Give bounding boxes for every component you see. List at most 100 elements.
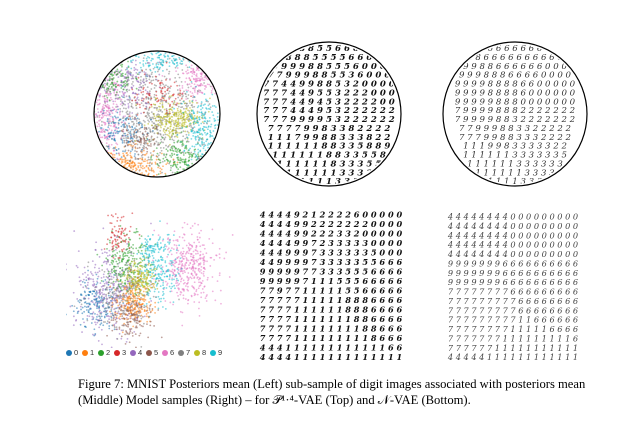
- digit-row: 9 9 9 9 8 8 8 8 6 0 0 0 0 0 0: [455, 88, 576, 98]
- digit-row: 7 7 7 7 7 7 7 7 7 6 6 6 6 6 6 6 6: [448, 305, 578, 315]
- legend-label: 4: [138, 348, 143, 357]
- legend-dot: [210, 349, 216, 356]
- legend-label: 8: [202, 348, 207, 357]
- figure-caption: Figure 7: MNIST Posteriors mean (Left) s…: [78, 376, 618, 408]
- digit-row: 4 4 4 4 4 1 1 1 1 1 1 1 1 1 1 1 1: [447, 352, 578, 362]
- digit-row: 1 1 1 9 9 8 3 3 3 3 3 2 2: [463, 142, 567, 152]
- digit-legend: 0 1 2 3 4 5 6 7 8 9: [66, 348, 236, 362]
- digit-row: 7 7 7 7 7 7 7 7 7 1 1 6 6 6 6 6 6: [448, 315, 578, 325]
- digit-row: 7 7 4 4 9 9 8 8 5 3 2 0 0 0 0: [263, 80, 395, 90]
- digit-row: 9 9 9 9 9 9 9 6 6 6 6 6 6 6 6 6 6: [448, 258, 578, 268]
- digit-row: 1 1 1 7 9 9 8 8 3 3 3 8 2 2: [268, 133, 391, 143]
- digit-row: 7 7 7 7 1 1 1 1 1 1 1 1 8 8 6 6 6: [260, 324, 403, 334]
- digit-row: 4 4 4 4 1 1 1 1 1 1 1 1 1 1 1 1 1: [260, 352, 402, 362]
- legend-item-1: 1: [82, 348, 94, 357]
- digit-row: 7 7 7 7 1 1 1 1 1 1 8 8 8 6 6 6 6: [260, 305, 403, 315]
- legend-label: 5: [154, 348, 159, 357]
- digit-row: 1 1 1 1 1 1 8 8 3 3 5 5 8: [272, 151, 386, 161]
- digit-row: 1 1 1 1 1 1 8 3 3 3 5 5: [277, 159, 382, 169]
- digit-row: 1 1 1 1 1 1 3 3 3 3 3 3: [467, 159, 563, 169]
- digit-row: 4 4 4 4 4 4 4 4 0 0 0 0 0 0 0 0 0: [447, 221, 578, 231]
- digit-row: 4 4 9 9 9 9 7 3 3 3 3 3 5 5 6 6 6: [260, 257, 403, 267]
- digit-row: 7 7 7 9 9 8 8 3 3 3 2 2 2 2: [459, 133, 571, 143]
- digit-row: 1 1 1 1 1 1 3 3 3 3: [286, 168, 373, 178]
- digit-row: 7 7 7 7 7 7 1 1 1 1 1 1 1 1 1 1 1: [448, 343, 578, 353]
- digit-row: 4 4 4 1 1 1 1 1 1 1 1 1 1 1 1 6 6: [260, 343, 403, 353]
- legend-item-7: 7: [178, 348, 190, 357]
- legend-dot: [162, 349, 168, 356]
- digit-row: 1 1 1 1 1 1 8 8 3 3 5 8 8 9: [268, 142, 391, 152]
- digit-row: 4 4 4 4 9 9 2 2 2 2 2 2 2 0 0 0 0: [260, 219, 403, 229]
- legend-label: 9: [218, 348, 223, 357]
- digit-row: 7 7 9 9 9 8 8 3 3 2 2 2 2 2: [459, 124, 571, 134]
- digit-row: 7 9 9 9 9 8 8 8 2 2 2 2 2 2 2: [455, 106, 575, 116]
- digit-row: 7 8 8 8 5 5 5 5 6 6 0 0: [277, 53, 382, 63]
- digit-row: 7 7 7 7 7 7 7 7 7 6 6 6 6 6 6 6 6: [448, 296, 578, 306]
- legend-item-5: 5: [146, 348, 158, 357]
- digit-row: 7 9 9 9 9 8 8 3 2 2 2 2 2 2 2: [455, 115, 575, 125]
- legend-dot: [82, 349, 88, 356]
- top-left-posterior-scatter: [92, 34, 222, 196]
- digit-row: 4 4 4 4 9 2 1 2 2 2 2 6 0 0 0 0 0: [260, 210, 403, 220]
- digit-row: 7 7 7 7 1 1 1 1 1 1 1 1 1 8 6 6 6: [260, 333, 403, 343]
- digit-row: 8 8 8 5 5 6 6 6 6: [290, 44, 368, 54]
- legend-label: 6: [170, 348, 175, 357]
- digit-row: 7 7 9 7 7 1 1 1 1 1 5 5 6 6 6 6 6: [260, 286, 403, 296]
- disk-boundary: [93, 50, 221, 178]
- legend-item-8: 8: [194, 348, 206, 357]
- digit-row: 9 9 9 9 8 8 5 5 5 6 0 0 0: [272, 62, 386, 72]
- legend-label: 3: [122, 348, 127, 357]
- digit-row: 9 9 9 9 9 9 9 6 6 6 6 6 6 6 6 6 6: [448, 268, 578, 278]
- legend-dot: [146, 349, 152, 356]
- bottom-left-posterior-scatter: [66, 208, 236, 348]
- digit-row: 7 7 7 7 7 7 7 7 1 1 1 1 1 6 6 6 6: [448, 324, 578, 334]
- digit-row: 9 9 9 9 9 7 7 3 3 3 5 5 5 6 6 6 6: [260, 267, 403, 277]
- digit-row: 4 4 4 4 4 4 4 4 0 0 0 0 0 0 0 0 0: [447, 249, 578, 259]
- legend-label: 7: [186, 348, 191, 357]
- digit-row: 7 7 7 4 4 9 5 5 3 2 2 2 0 0 0: [263, 88, 395, 98]
- digit-row: 4 4 4 4 9 9 2 2 2 3 3 2 0 0 0 0 0: [260, 229, 403, 239]
- legend-label: 0: [74, 348, 79, 357]
- digit-row: 7 7 7 4 4 4 9 5 3 2 2 2 2 2 2: [263, 106, 395, 116]
- legend-item-2: 2: [98, 348, 110, 357]
- digit-row: 8 8 6 6 6 6 6 6 6 6 6 6: [467, 53, 563, 63]
- digit-row: 7 7 7 7 9 9 8 3 3 8 2 2 2 2: [268, 124, 391, 134]
- disk-boundary: [442, 41, 588, 187]
- disk-boundary: [256, 41, 402, 187]
- legend-item-0: 0: [66, 348, 78, 357]
- digit-row: 7 7 7 7 7 1 1 1 1 1 8 8 8 6 6 6 6: [260, 295, 403, 305]
- digit-row: 7 7 7 9 9 9 9 5 3 2 2 2 2 2 2: [263, 115, 395, 125]
- digit-row: 7 7 7 7 7 7 7 7 6 6 6 6 6 6 6 6 6: [448, 287, 578, 297]
- digit-row: 7 7 7 7 7 7 7 1 1 1 1 1 1 1 1 1 6: [448, 333, 578, 343]
- digit-row: 9 9 9 9 8 8 8 8 6 6 0 0 0 0 0: [455, 80, 576, 90]
- legend-item-3: 3: [114, 348, 126, 357]
- digit-row: 7 7 7 4 4 9 4 5 3 2 2 2 2 0 0: [263, 97, 395, 107]
- digit-row: 1 1 1 1 3 3 3: [488, 177, 543, 187]
- digit-row: 1 1 1 1 1 1 3 3 3 3: [475, 168, 555, 178]
- legend-item-4: 4: [130, 348, 142, 357]
- digit-row: 1 1 1 1 1 1 3 3 3 3 3 3 5: [463, 151, 567, 161]
- digit-row: 4 4 4 4 9 9 7 2 3 3 3 3 3 0 0 0 0: [260, 238, 403, 248]
- digit-row: 4 4 4 4 4 4 4 4 0 0 0 0 0 0 0 0 0: [447, 230, 578, 240]
- digit-row: 7 7 9 9 9 8 8 5 5 3 6 0 0 0: [268, 71, 391, 81]
- digit-row: 7 7 7 7 1 1 1 1 1 1 1 8 8 6 6 6 6: [260, 314, 403, 324]
- legend-dot: [98, 349, 104, 356]
- digit-row: 9 9 9 9 9 7 1 1 1 5 5 5 6 6 6 6 6: [260, 276, 403, 286]
- digit-row: 4 4 4 4 4 4 4 4 0 0 0 0 0 0 0 0 0: [447, 240, 578, 250]
- legend-dot: [130, 349, 136, 356]
- digit-row: 6 6 6 6 6 6 6 6 6: [479, 44, 551, 54]
- legend-item-9: 9: [210, 348, 222, 357]
- caption-line-2: (Middle) Model samples (Right) – for 𝒫¹·…: [78, 393, 471, 407]
- digit-row: 9 9 9 9 9 9 9 6 6 6 6 6 6 6 6 6 6: [448, 277, 578, 287]
- legend-dot: [66, 349, 72, 356]
- digit-row: 4 4 4 4 4 4 4 4 0 0 0 0 0 0 0 0 0: [447, 212, 578, 222]
- legend-label: 2: [106, 348, 111, 357]
- legend-item-6: 6: [162, 348, 174, 357]
- caption-line-1: Figure 7: MNIST Posteriors mean (Left) s…: [78, 377, 586, 391]
- legend-dot: [114, 349, 120, 356]
- digit-row: 1 1 1 1 3 3 3: [299, 177, 359, 187]
